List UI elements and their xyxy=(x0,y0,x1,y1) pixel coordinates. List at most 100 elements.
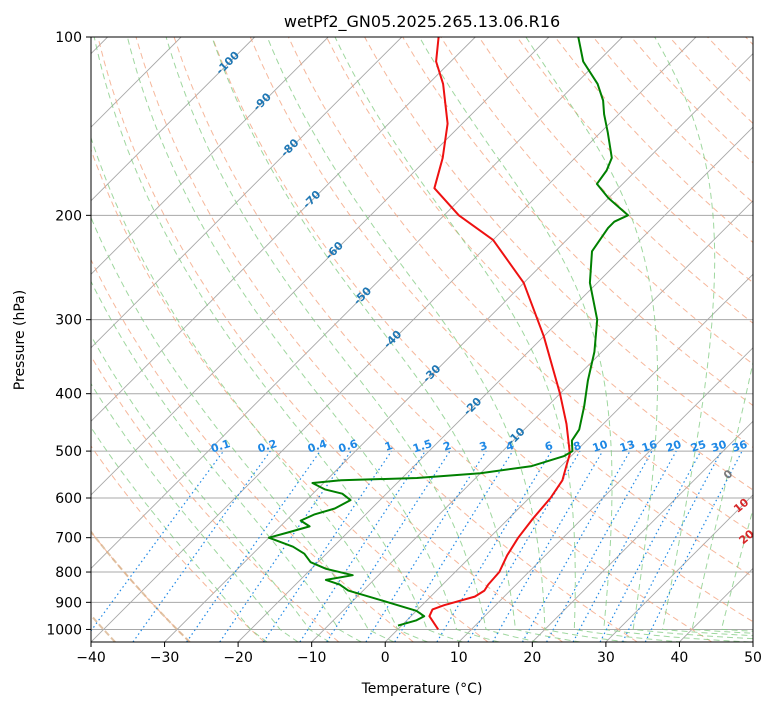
isotherm-label: -40 xyxy=(381,328,404,351)
isotherm-line xyxy=(459,37,775,642)
moist-adiabat-label: 10 xyxy=(731,496,751,516)
isotherm-line xyxy=(312,37,775,642)
dry-adiabat-line xyxy=(60,37,488,642)
isotherm-line xyxy=(0,37,255,642)
x-tick-label: −10 xyxy=(297,650,327,666)
y-tick-label: 700 xyxy=(55,531,82,547)
isotherm-label: -90 xyxy=(251,90,274,113)
mixing-ratio-label: 1.5 xyxy=(411,437,434,455)
moist-adiabat-label: 0 xyxy=(721,467,735,482)
isotherm-line xyxy=(165,37,770,642)
y-tick-label: 100 xyxy=(55,30,82,46)
y-tick-label: 900 xyxy=(55,595,82,611)
mixing-ratio-line xyxy=(573,451,676,642)
isotherm-label: -30 xyxy=(420,362,443,385)
mixing-ratio-label: 16 xyxy=(640,438,659,455)
x-axis-label: Temperature (°C) xyxy=(361,681,483,697)
isotherm-line xyxy=(385,37,775,642)
mixing-ratio-line xyxy=(395,451,513,642)
moist-adiabat-label: 20 xyxy=(737,527,757,547)
y-tick-label: 400 xyxy=(55,387,82,403)
dry-adiabat-line xyxy=(517,37,775,642)
dry-adiabat-line xyxy=(441,37,775,642)
dry-adiabat-line xyxy=(0,37,264,642)
x-axis: −40 −30 −20 −10 0 10 20 30 40 50 xyxy=(76,642,762,666)
isotherm-labels: -100-90-80-70-60-50-40-30-20-10 xyxy=(213,48,528,448)
y-tick-label: 300 xyxy=(55,313,82,329)
moist-adiabat-line xyxy=(655,37,775,642)
isotherm-line xyxy=(0,37,402,642)
y-axis-label: Pressure (hPa) xyxy=(12,290,28,390)
moist-adiabat-line xyxy=(692,37,775,642)
mixing-ratio-label: 13 xyxy=(618,438,637,455)
mixing-ratio-label: 25 xyxy=(689,438,708,455)
moist-adiabat-line xyxy=(17,37,362,642)
dry-adiabat-line xyxy=(669,37,775,642)
y-tick-label: 800 xyxy=(55,565,82,581)
x-tick-label: −20 xyxy=(223,650,253,666)
isotherm-line xyxy=(679,37,775,642)
moist-adiabat-line xyxy=(0,37,298,642)
isobar-gridlines xyxy=(91,37,753,629)
dry-adiabat-line xyxy=(212,37,775,642)
x-tick-label: 20 xyxy=(523,650,541,666)
mixing-ratio-line xyxy=(220,451,351,642)
dry-adiabat-line xyxy=(746,37,775,642)
x-tick-label: 40 xyxy=(671,650,689,666)
moist-adiabat-line xyxy=(40,37,395,642)
isotherm-line xyxy=(238,37,775,642)
y-axis: 1000 900 800 700 600 500 400 300 200 100 xyxy=(46,30,91,638)
dry-adiabat-line xyxy=(593,37,775,642)
isotherm-label: -80 xyxy=(278,136,301,159)
y-tick-label: 200 xyxy=(55,208,82,224)
mixing-ratio-label: 30 xyxy=(710,438,729,455)
mixing-ratio-label: 20 xyxy=(664,438,683,455)
y-tick-label: 500 xyxy=(55,444,82,460)
moist-adiabat-line xyxy=(0,37,267,642)
mixing-ratio-label: 0.1 xyxy=(209,437,232,455)
moist-adiabat-label: 30 xyxy=(751,557,771,577)
y-tick-label: 600 xyxy=(55,491,82,507)
moist-adiabat-label: 40 xyxy=(767,585,775,605)
isotherm-label: -60 xyxy=(323,239,346,262)
moist-adiabat-line xyxy=(0,37,330,642)
profile-series xyxy=(269,37,628,629)
dry-adiabat-line xyxy=(0,37,339,642)
moist-adiabat-line xyxy=(526,37,775,642)
isotherm-label: -50 xyxy=(351,284,374,307)
moist-adiabat-line xyxy=(127,37,499,642)
y-tick-label: 1000 xyxy=(46,622,82,638)
x-tick-label: 0 xyxy=(381,650,390,666)
mixing-ratio-line xyxy=(600,451,701,642)
isotherm-line xyxy=(532,37,775,642)
plot-frame xyxy=(91,37,753,642)
mixing-ratio-label: 0.2 xyxy=(256,437,279,455)
x-tick-label: 30 xyxy=(597,650,615,666)
chart-title: wetPf2_GN05.2025.265.13.06.R16 xyxy=(284,12,560,32)
x-tick-label: 50 xyxy=(744,650,762,666)
mixing-ratio-lines xyxy=(83,451,742,642)
isotherm-line xyxy=(753,37,775,642)
moist-adiabat-line xyxy=(419,37,749,642)
x-tick-label: 10 xyxy=(450,650,468,666)
dry-adiabat-line xyxy=(0,37,190,642)
mixing-ratio-line xyxy=(133,451,270,642)
dry-adiabat-line xyxy=(98,37,563,642)
isotherm-label: -70 xyxy=(300,188,323,211)
moist-adiabat-line xyxy=(721,37,775,642)
moist-adiabat-labels: 0 10 20 30 40 xyxy=(721,467,775,605)
dry-adiabat-line xyxy=(479,37,775,642)
x-tick-label: −40 xyxy=(76,650,106,666)
mixing-ratio-label: 10 xyxy=(591,438,610,455)
mixing-ratio-label: 36 xyxy=(730,438,749,455)
temperature-profile-line xyxy=(429,37,570,629)
x-tick-label: −30 xyxy=(150,650,180,666)
dry-adiabat-line xyxy=(555,37,775,642)
isotherm-line xyxy=(17,37,622,642)
isotherm-label: -20 xyxy=(461,395,484,418)
dry-adiabat-line xyxy=(22,37,414,642)
